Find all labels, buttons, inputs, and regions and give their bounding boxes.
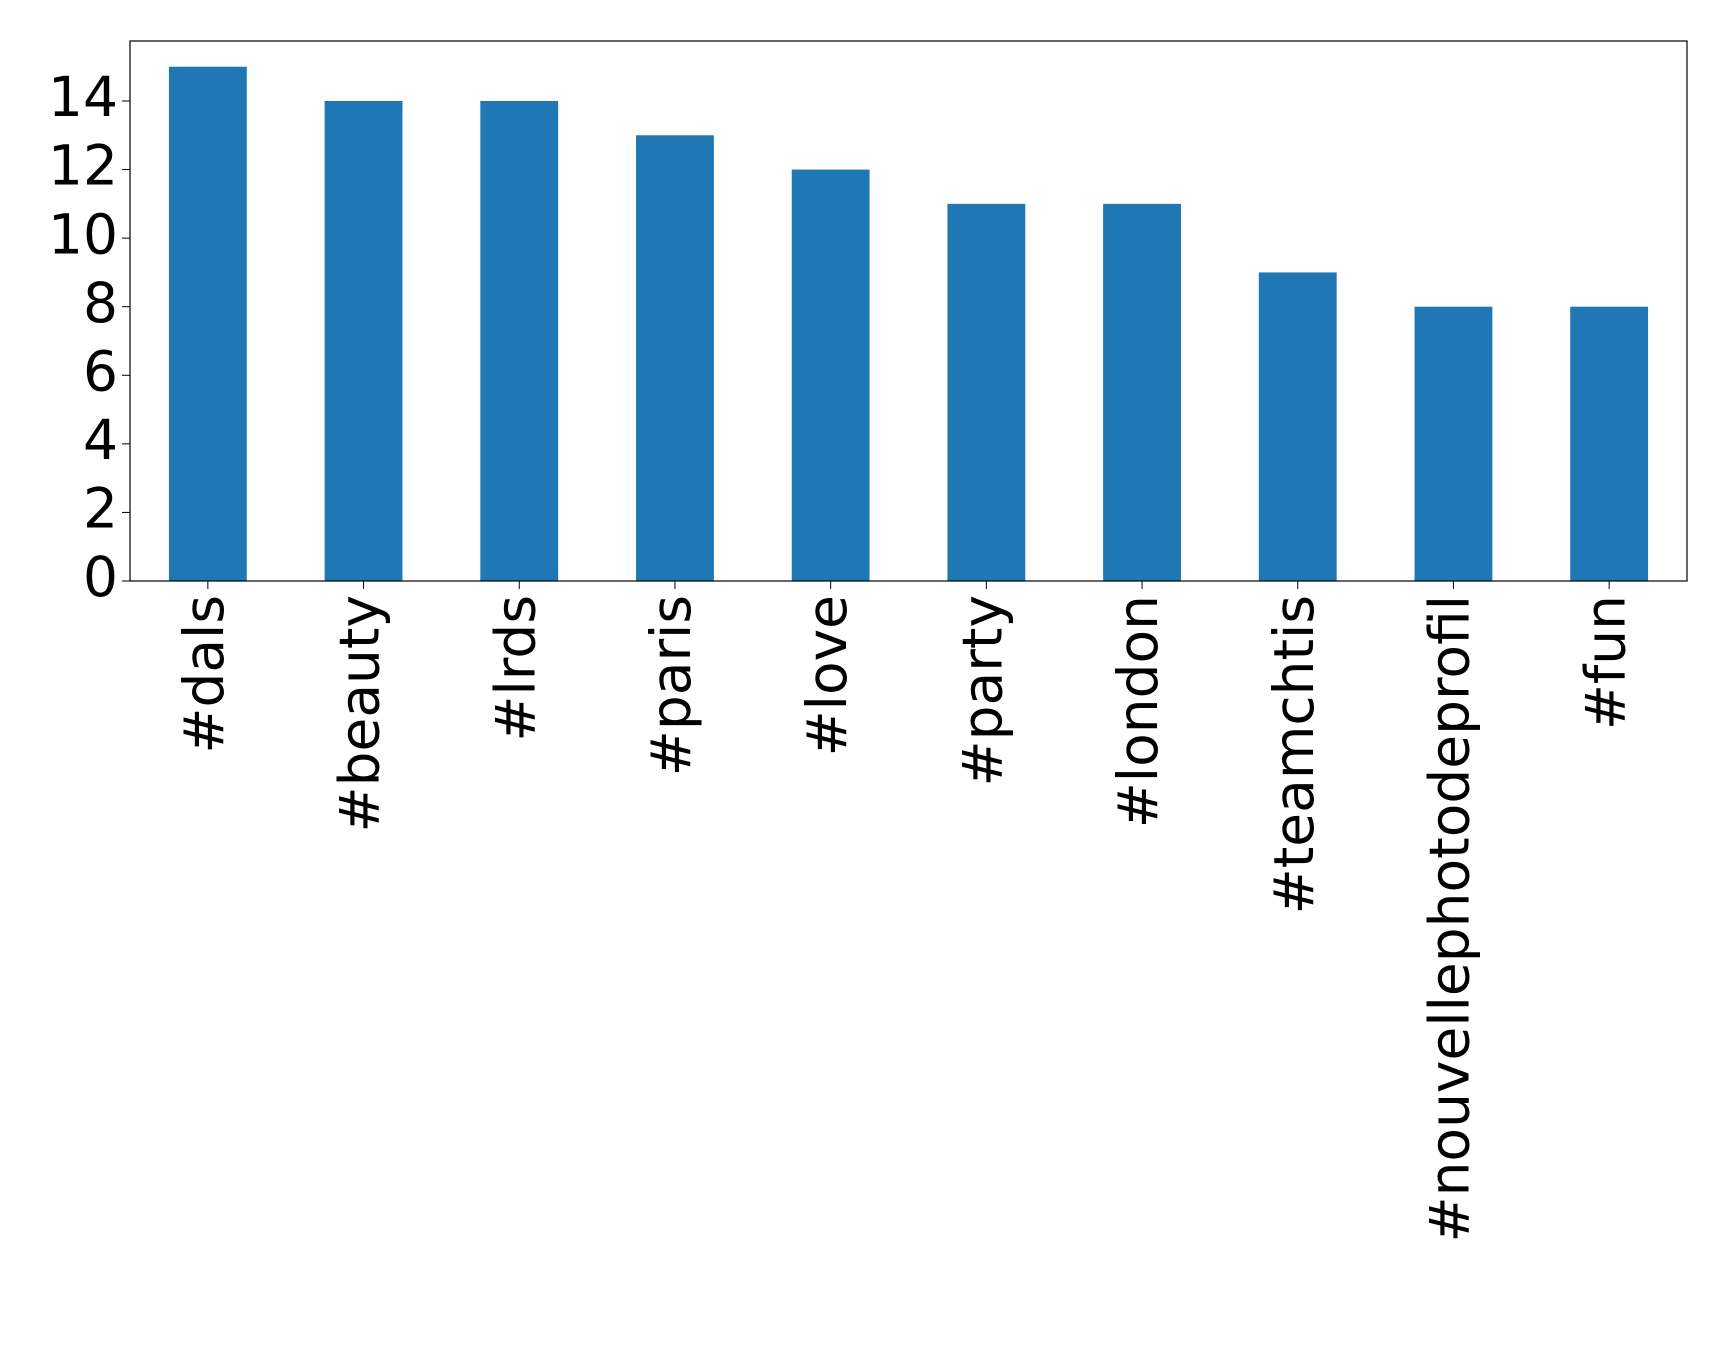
x-tick-label: #party — [950, 595, 1014, 786]
axes-frame — [129, 40, 1688, 582]
bar — [1414, 306, 1493, 581]
y-tick-label: 4 — [83, 408, 118, 472]
bar — [1103, 203, 1181, 581]
y-tick-label: 14 — [48, 65, 118, 129]
y-tick-label: 2 — [83, 477, 118, 541]
bar — [1570, 306, 1649, 581]
bar — [947, 203, 1026, 581]
x-tick-label: #london — [1106, 595, 1170, 828]
x-tick-label: #beauty — [328, 595, 392, 833]
y-tick-label: 8 — [83, 271, 118, 335]
x-tick-label: #paris — [639, 595, 703, 776]
x-tick-label: #lrds — [483, 595, 547, 742]
bar — [1258, 272, 1337, 581]
x-tick-label: #love — [795, 595, 859, 756]
bar — [791, 169, 870, 582]
x-tick-label: #dals — [172, 595, 236, 754]
x-tick-label: #teamchtis — [1262, 595, 1326, 914]
bar — [636, 135, 714, 582]
bar — [324, 101, 403, 581]
bar — [168, 66, 247, 581]
y-tick-label: 0 — [83, 545, 118, 609]
x-tick-label: #nouvellephotodeprofil — [1418, 595, 1482, 1243]
y-tick-label: 10 — [48, 202, 118, 266]
x-tick-label: #fun — [1573, 595, 1637, 730]
y-tick-label: 12 — [48, 134, 118, 198]
y-tick-label: 6 — [83, 339, 118, 403]
bar — [480, 101, 559, 581]
